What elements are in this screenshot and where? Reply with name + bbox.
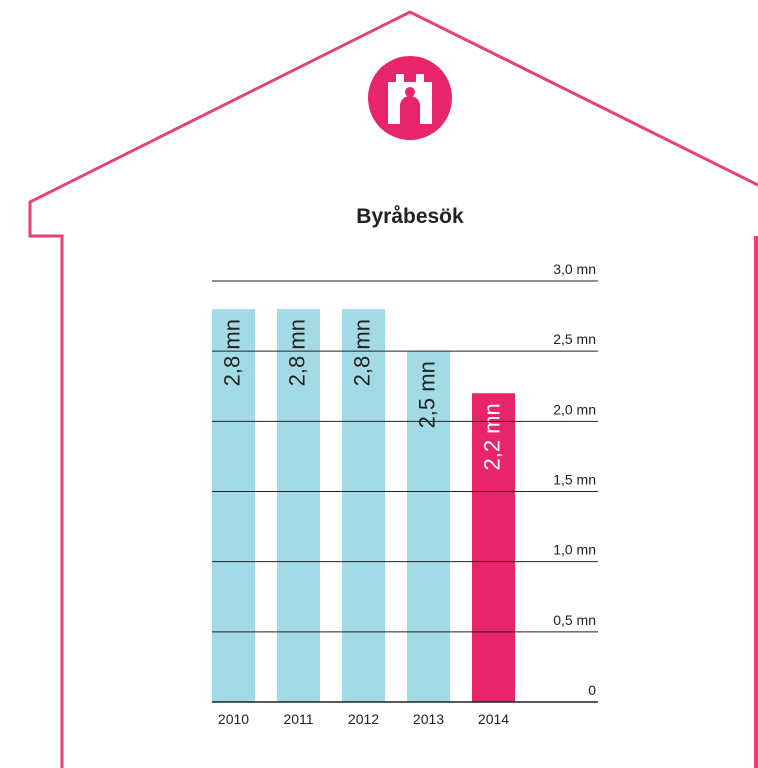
y-tick-label: 1,5 mn [553, 472, 596, 488]
bar [472, 393, 515, 702]
value-label: 2,8 mn [349, 319, 374, 386]
house-outline [28, 10, 758, 768]
x-tick-label: 2011 [283, 711, 313, 727]
value-label: 2,8 mn [284, 319, 309, 386]
bar [212, 309, 255, 702]
value-label: 2,8 mn [219, 319, 244, 386]
bar [407, 351, 450, 702]
y-tick-label: 0,5 mn [553, 612, 596, 628]
y-tick-label: 1,0 mn [553, 542, 596, 558]
y-tick-label: 2,0 mn [553, 401, 596, 417]
value-label: 2,5 mn [414, 361, 439, 428]
x-tick-label: 2014 [478, 711, 509, 727]
bar [342, 309, 385, 702]
chart-title: Byråbesök [356, 205, 464, 228]
x-tick-label: 2010 [218, 711, 249, 727]
y-tick-label: 3,0 mn [553, 261, 596, 277]
y-tick-label: 2,5 mn [553, 331, 596, 347]
value-label: 2,2 mn [479, 403, 504, 470]
y-tick-label: 0 [588, 682, 596, 698]
x-tick-label: 2013 [413, 711, 444, 727]
x-tick-label: 2012 [348, 711, 379, 727]
logo [368, 56, 452, 140]
bar [277, 309, 320, 702]
